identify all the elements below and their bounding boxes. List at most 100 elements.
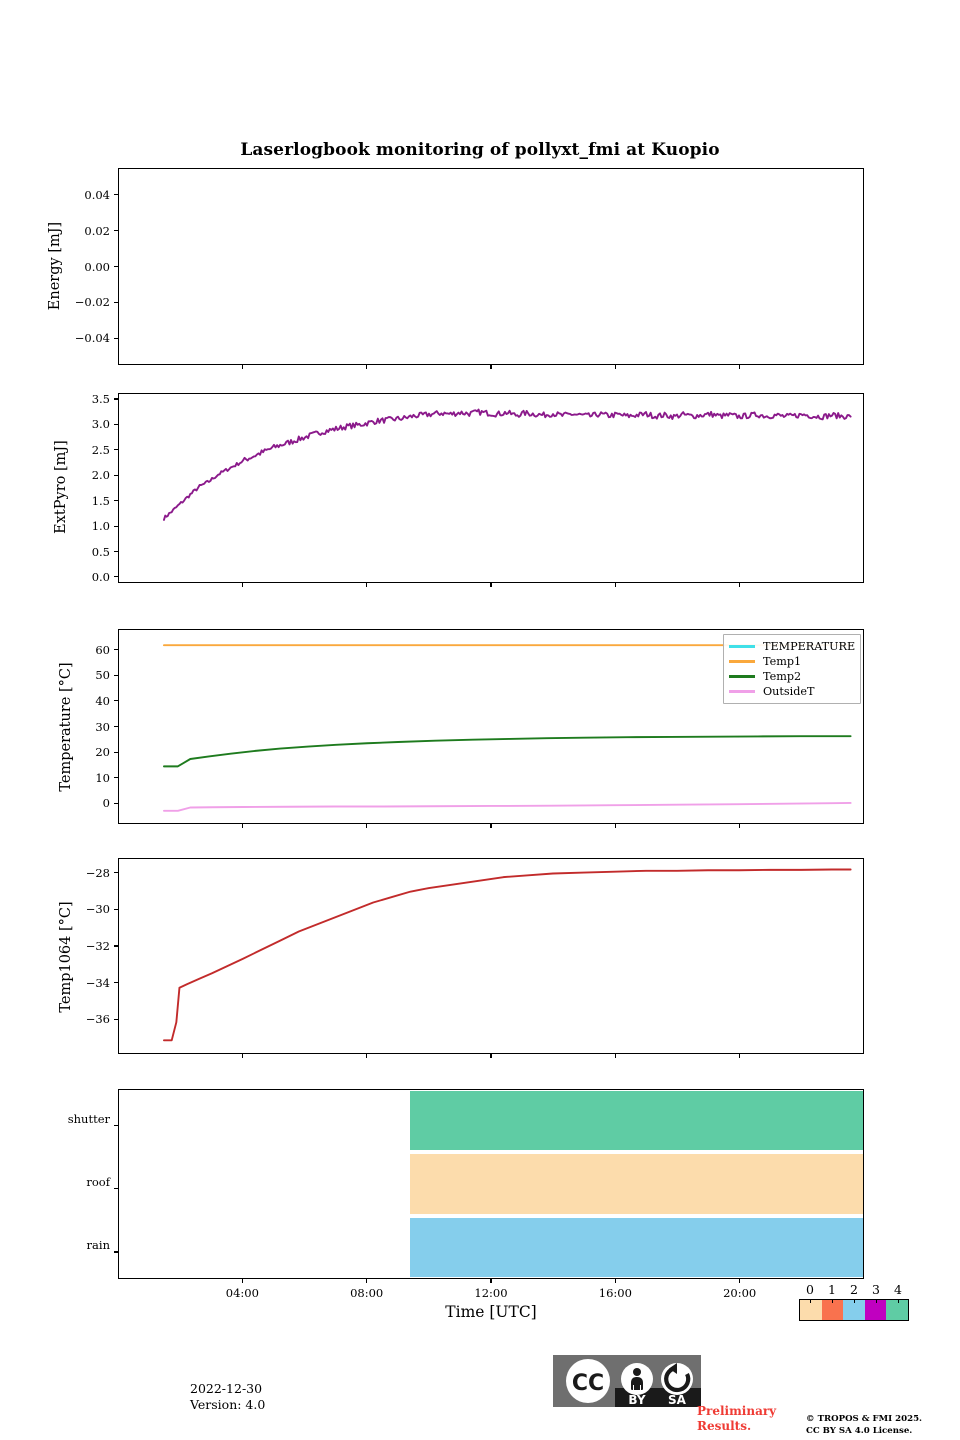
legend-color-swatch [729, 660, 755, 663]
ytick-label: 0.02 [84, 223, 110, 238]
legend-label: Temp1 [763, 655, 802, 668]
cc-by-sa-icon: CC BY SA [553, 1355, 701, 1407]
colorbar-tick-label: 1 [828, 1282, 836, 1297]
copyright-note: © TROPOS & FMI 2025. CC BY SA 4.0 Licens… [806, 1414, 922, 1437]
cc-sa-text: SA [668, 1393, 687, 1407]
colorbar-tick-label: 3 [872, 1282, 880, 1297]
xtick-mark [739, 583, 741, 587]
legend-item[interactable]: TEMPERATURE [729, 639, 856, 654]
ytick-mark [114, 449, 118, 451]
status-bar-rain [410, 1217, 863, 1277]
preliminary-line-1: Preliminary [697, 1404, 777, 1418]
xtick-mark [241, 365, 243, 369]
xtick-label: 04:00 [225, 1286, 259, 1300]
ytick-mark [114, 265, 118, 268]
xtick-mark [614, 583, 616, 587]
xtick-mark [739, 1054, 741, 1058]
cc-by-text: BY [628, 1393, 645, 1407]
series-line [164, 870, 851, 1041]
ytick-label: 30 [95, 719, 110, 734]
ytick-mark [114, 474, 118, 476]
colorbar-tick-mark [875, 1299, 877, 1303]
xtick-mark [490, 824, 492, 828]
xtick-mark [366, 824, 368, 828]
xtick-mark [490, 365, 492, 369]
legend-label: TEMPERATURE [763, 640, 856, 653]
series-line [164, 803, 851, 811]
ytick-label: 0.04 [84, 187, 110, 202]
xtick-mark [490, 1054, 492, 1058]
xtick-mark [490, 583, 492, 587]
xtick-mark [614, 365, 616, 369]
ytick-mark [114, 398, 118, 400]
axis-label-temperature: Temperature [°C] [58, 662, 74, 792]
ytick-mark [114, 500, 118, 502]
ytick-mark [114, 751, 118, 753]
ytick-label: 0.00 [84, 259, 110, 274]
ytick-mark [114, 550, 118, 553]
axis-label-energy: Energy [mJ] [47, 221, 63, 311]
legend-temperature[interactable]: TEMPERATURE Temp1 Temp2 OutsideT [723, 634, 861, 704]
ytick-label: 2.0 [91, 468, 110, 483]
colorbar-tick-label: 2 [850, 1282, 858, 1297]
cc-by-sa-badge: CC BY SA [553, 1355, 701, 1407]
colorbar-tick-label: 0 [806, 1282, 814, 1297]
ytick-label: 0.5 [91, 544, 110, 559]
colorbar-segment-4 [886, 1300, 908, 1320]
legend-color-swatch [729, 645, 755, 648]
axes-extpyro [118, 393, 864, 583]
xtick-mark [614, 824, 616, 828]
ytick-label: −36 [85, 1012, 110, 1027]
xtick-mark [241, 583, 243, 587]
axis-label-time: Time [UTC] [445, 1303, 537, 1321]
xtick-mark [614, 1279, 616, 1283]
axes-energy [118, 168, 864, 365]
xtick-mark [241, 824, 243, 828]
xtick-mark [241, 1054, 243, 1058]
figure-title: Laserlogbook monitoring of pollyxt_fmi a… [240, 140, 720, 160]
ytick-label: 0 [102, 796, 110, 811]
xtick-mark [490, 1279, 492, 1283]
xtick-label: 08:00 [350, 1286, 384, 1300]
colorbar-tick-mark [853, 1299, 855, 1303]
xtick-mark [366, 365, 368, 369]
ytick-mark [114, 674, 118, 676]
legend-color-swatch [729, 690, 755, 693]
colorbar-tick-mark [897, 1299, 899, 1303]
status-row-tick [114, 1251, 118, 1253]
legend-item[interactable]: Temp2 [729, 669, 854, 684]
ytick-label: 40 [95, 693, 110, 708]
ytick-mark [114, 525, 118, 527]
status-row-label: roof [86, 1175, 110, 1189]
legend-label: OutsideT [763, 685, 815, 698]
ytick-mark [114, 802, 118, 805]
ytick-mark [114, 777, 118, 779]
ytick-label: 1.5 [91, 493, 110, 508]
ytick-mark [114, 725, 118, 728]
temp1064-plot-area [119, 859, 863, 1053]
preliminary-line-2: Results. [697, 1419, 752, 1433]
ytick-label: 20 [95, 745, 110, 760]
ytick-mark [114, 194, 118, 196]
colorbar-segment-1 [821, 1300, 844, 1320]
ytick-mark [114, 1018, 118, 1020]
legend-item[interactable]: OutsideT [729, 684, 854, 699]
energy-plot-area [119, 169, 863, 364]
ytick-label: −0.02 [74, 295, 110, 310]
ytick-label: 0.0 [91, 569, 110, 584]
xtick-mark [739, 365, 741, 369]
xtick-mark [366, 1279, 368, 1283]
legend-item[interactable]: Temp1 [729, 654, 854, 669]
xtick-mark [366, 1054, 368, 1058]
ytick-label: −34 [85, 975, 110, 990]
xtick-label: 20:00 [723, 1286, 757, 1300]
ytick-label: 2.5 [91, 442, 110, 457]
ytick-label: 10 [95, 770, 110, 785]
ytick-mark [114, 230, 118, 232]
xtick-mark [366, 583, 368, 587]
ytick-mark [114, 872, 118, 874]
series-line [164, 410, 851, 520]
copyright-line-2: CC BY SA 4.0 License. [806, 1425, 913, 1436]
ytick-label: 3.0 [91, 417, 110, 432]
ytick-mark [114, 945, 118, 947]
